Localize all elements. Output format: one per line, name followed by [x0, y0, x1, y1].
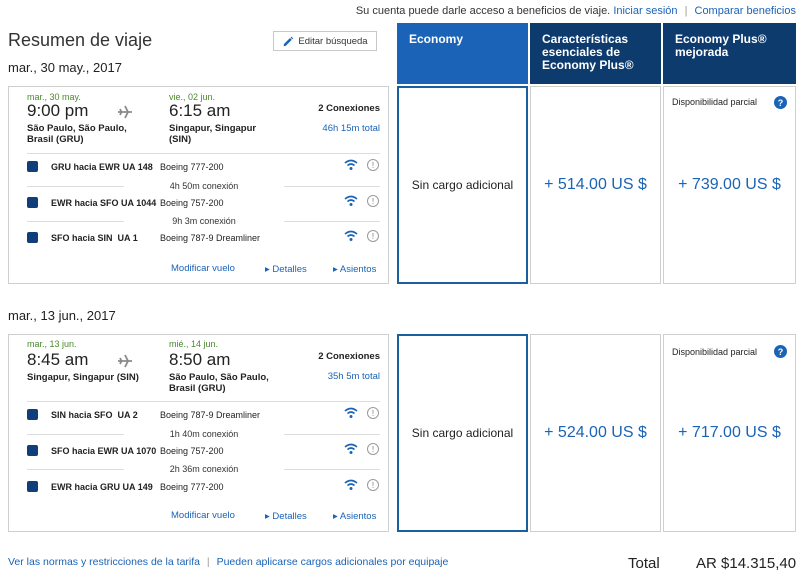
segment-route: EWR hacia SFO UA 1044	[51, 198, 157, 208]
layover-duration: 2h 36m conexión	[124, 464, 284, 474]
arrive-time: 6:15 am	[169, 101, 231, 120]
seats-link[interactable]: ▸ Asientos	[333, 511, 377, 522]
connections-count: 2 Conexiones	[318, 103, 380, 114]
fare-plus-enhanced[interactable]: + 717.00 US $ Disponibilidad parcial ?	[663, 334, 796, 532]
fare-plus-essentials[interactable]: + 514.00 US $	[530, 86, 661, 284]
connections-count: 2 Conexiones	[318, 351, 380, 362]
layover-duration: 9h 3m conexión	[124, 216, 284, 226]
page-title: Resumen de viaje	[8, 30, 153, 50]
baggage-fees-link[interactable]: Pueden aplicarse cargos adicionales por …	[216, 556, 449, 568]
depart-city: Singapur, Singapur (SIN)	[27, 372, 139, 383]
segment-route: SIN hacia SFO UA 2	[51, 410, 138, 420]
fare-plus-essentials[interactable]: + 524.00 US $	[530, 334, 661, 532]
login-link[interactable]: Iniciar sesión	[613, 5, 678, 17]
top-bar: Su cuenta puede darle acceso a beneficio…	[0, 5, 796, 17]
arrive-date: mié., 14 jun.	[169, 339, 219, 349]
caret-right-icon: ▸	[333, 511, 340, 522]
airline-logo-icon	[27, 481, 38, 492]
trip-duration: 46h 15m total	[322, 123, 380, 134]
wifi-icon	[344, 195, 358, 206]
airline-logo-icon	[27, 161, 38, 172]
alert-icon[interactable]: !	[367, 230, 379, 242]
total-value: AR $14.315,40	[696, 555, 797, 572]
segment-aircraft: Boeing 787-9 Dreamliner	[160, 233, 261, 243]
benefits-message: Su cuenta puede darle acceso a beneficio…	[355, 5, 611, 17]
segment-route: GRU hacia EWR UA 148	[51, 162, 153, 172]
partial-availability: Disponibilidad parcial	[672, 97, 758, 107]
trip-date: mar., 30 may., 2017	[8, 60, 122, 75]
wifi-icon	[344, 479, 358, 490]
airline-logo-icon	[27, 232, 38, 243]
divider	[27, 153, 380, 154]
plane-icon	[118, 354, 132, 368]
wifi-icon	[344, 159, 358, 170]
divider: |	[206, 556, 210, 568]
depart-date: mar., 13 jun.	[27, 339, 77, 349]
help-icon[interactable]: ?	[774, 96, 787, 109]
details-link[interactable]: ▸ Detalles	[265, 264, 307, 275]
segment-aircraft: Boeing 757-200	[160, 198, 224, 208]
arrive-city: São Paulo, São Paulo, Brasil (GRU)	[169, 372, 269, 394]
divider	[27, 401, 380, 402]
pencil-icon	[283, 36, 294, 47]
caret-right-icon: ▸	[265, 511, 273, 522]
caret-right-icon: ▸	[265, 264, 273, 275]
depart-date: mar., 30 may.	[27, 92, 81, 102]
help-icon[interactable]: ?	[774, 345, 787, 358]
modify-flight-link[interactable]: Modificar vuelo	[171, 263, 235, 274]
trip-date: mar., 13 jun., 2017	[8, 308, 116, 323]
footer-links: Ver las normas y restricciones de la tar…	[8, 556, 448, 568]
wifi-icon	[344, 407, 358, 418]
total-label: Total	[628, 555, 660, 572]
depart-city: São Paulo, São Paulo, Brasil (GRU)	[27, 123, 127, 145]
alert-icon[interactable]: !	[367, 195, 379, 207]
column-header-plus-essentials[interactable]: Características esenciales de Economy Pl…	[530, 23, 661, 84]
seats-link[interactable]: ▸ Asientos	[333, 264, 377, 275]
edit-search-label: Editar búsqueda	[298, 35, 368, 47]
depart-time: 9:00 pm	[27, 101, 89, 120]
segment-route: SFO hacia SIN UA 1	[51, 233, 138, 243]
divider: |	[684, 5, 688, 17]
arrive-date: vie., 02 jun.	[169, 92, 216, 102]
segment-aircraft: Boeing 787-9 Dreamliner	[160, 410, 261, 420]
column-header-plus-enhanced[interactable]: Economy Plus® mejorada	[663, 23, 796, 84]
airline-logo-icon	[27, 409, 38, 420]
layover-duration: 1h 40m conexión	[124, 429, 284, 439]
wifi-icon	[344, 230, 358, 241]
fare-economy[interactable]: Sin cargo adicional	[397, 334, 528, 532]
alert-icon[interactable]: !	[367, 479, 379, 491]
alert-icon[interactable]: !	[367, 159, 379, 171]
fare-rules-link[interactable]: Ver las normas y restricciones de la tar…	[8, 556, 200, 568]
segment-aircraft: Boeing 777-200	[160, 482, 224, 492]
airline-logo-icon	[27, 445, 38, 456]
trip-duration: 35h 5m total	[327, 371, 380, 382]
layover-duration: 4h 50m conexión	[124, 181, 284, 191]
fare-plus-enhanced[interactable]: + 739.00 US $ Disponibilidad parcial ?	[663, 86, 796, 284]
partial-availability: Disponibilidad parcial	[672, 347, 758, 357]
airline-logo-icon	[27, 197, 38, 208]
plane-icon	[118, 105, 132, 119]
alert-icon[interactable]: !	[367, 443, 379, 455]
wifi-icon	[344, 443, 358, 454]
segment-aircraft: Boeing 757-200	[160, 446, 224, 456]
fare-economy[interactable]: Sin cargo adicional	[397, 86, 528, 284]
compare-benefits-link[interactable]: Comparar beneficios	[694, 5, 797, 17]
edit-search-button[interactable]: Editar búsqueda	[273, 31, 377, 51]
segment-aircraft: Boeing 777-200	[160, 162, 224, 172]
arrive-time: 8:50 am	[169, 350, 231, 369]
column-header-economy[interactable]: Economy	[397, 23, 528, 84]
segment-route: EWR hacia GRU UA 149	[51, 482, 153, 492]
flight-card: mar., 30 may. 9:00 pm São Paulo, São Pau…	[8, 86, 389, 284]
segment-route: SFO hacia EWR UA 1070	[51, 446, 157, 456]
caret-right-icon: ▸	[333, 264, 340, 275]
details-link[interactable]: ▸ Detalles	[265, 511, 307, 522]
arrive-city: Singapur, Singapur (SIN)	[169, 123, 257, 145]
depart-time: 8:45 am	[27, 350, 89, 369]
modify-flight-link[interactable]: Modificar vuelo	[171, 510, 235, 521]
flight-card: mar., 13 jun. 8:45 am Singapur, Singapur…	[8, 334, 389, 532]
alert-icon[interactable]: !	[367, 407, 379, 419]
